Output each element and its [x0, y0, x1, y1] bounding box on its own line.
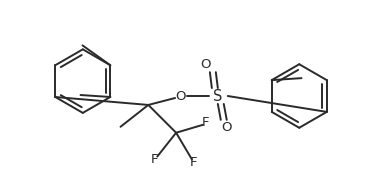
Text: S: S	[213, 89, 222, 103]
Text: O: O	[175, 90, 185, 102]
Text: O: O	[222, 121, 232, 134]
Text: F: F	[190, 156, 198, 169]
Text: F: F	[202, 116, 210, 129]
Text: O: O	[201, 58, 211, 71]
Text: F: F	[151, 153, 158, 166]
